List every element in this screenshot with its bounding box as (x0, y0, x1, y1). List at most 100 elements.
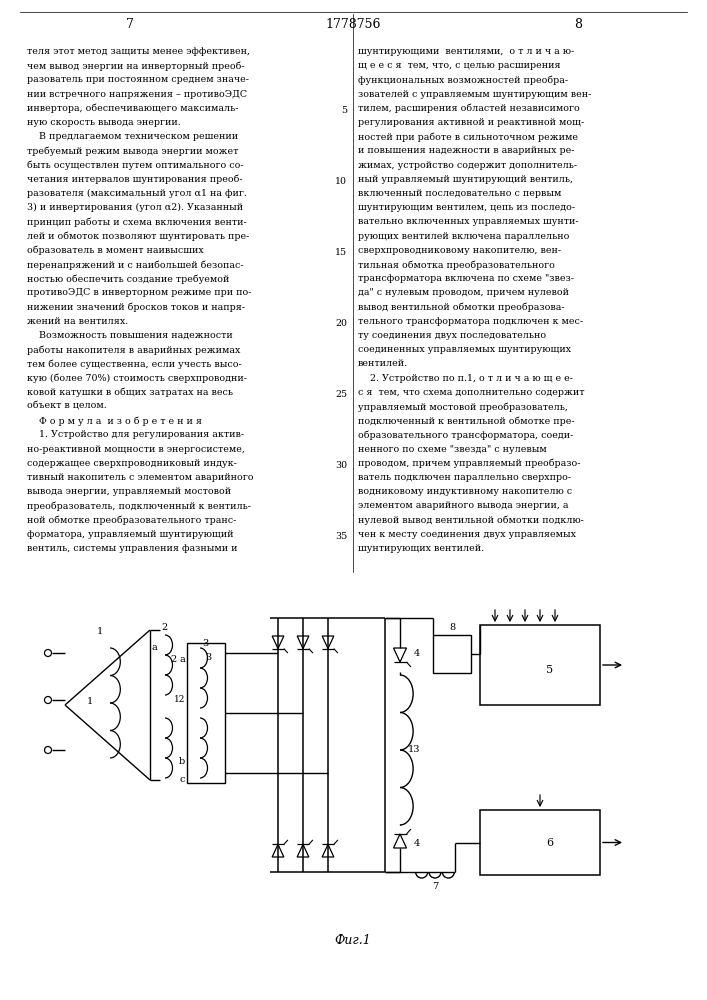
Text: чен к месту соединения двух управляемых: чен к месту соединения двух управляемых (358, 530, 576, 539)
Text: вентиль, системы управления фазными и: вентиль, системы управления фазными и (27, 544, 238, 553)
Text: c: c (180, 776, 185, 784)
Text: жений на вентилях.: жений на вентилях. (27, 317, 128, 326)
Text: разователь при постоянном среднем значе-: разователь при постоянном среднем значе- (27, 75, 249, 84)
Text: 1. Устройство для регулирования актив-: 1. Устройство для регулирования актив- (27, 430, 244, 439)
Text: вательно включенных управляемых шунти-: вательно включенных управляемых шунти- (358, 217, 578, 226)
Text: быть осуществлен путем оптимального со-: быть осуществлен путем оптимального со- (27, 161, 244, 170)
Text: шунтирующих вентилей.: шунтирующих вентилей. (358, 544, 484, 553)
Text: нулевой вывод вентильной обмотки подклю-: нулевой вывод вентильной обмотки подклю- (358, 516, 584, 525)
Text: проводом, причем управляемый преобразо-: проводом, причем управляемый преобразо- (358, 459, 580, 468)
Text: включенный последовательно с первым: включенный последовательно с первым (358, 189, 561, 198)
Text: 13: 13 (408, 746, 421, 754)
Text: 25: 25 (335, 390, 347, 399)
Text: ную скорость вывода энергии.: ную скорость вывода энергии. (27, 118, 181, 127)
Text: 1: 1 (97, 628, 103, 637)
Text: соединенных управляемых шунтирующих: соединенных управляемых шунтирующих (358, 345, 571, 354)
Text: a: a (180, 656, 185, 664)
Text: ностей при работе в сильноточном режиме: ностей при работе в сильноточном режиме (358, 132, 578, 142)
Text: тилем, расширения областей независимого: тилем, расширения областей независимого (358, 104, 580, 113)
Text: но-реактивной мощности в энергосистеме,: но-реактивной мощности в энергосистеме, (27, 445, 245, 454)
Text: содержащее сверхпроводниковый индук-: содержащее сверхпроводниковый индук- (27, 459, 237, 468)
Text: 12: 12 (174, 696, 185, 704)
Text: ненного по схеме "звезда" с нулевым: ненного по схеме "звезда" с нулевым (358, 445, 547, 454)
Text: ковой катушки в общих затратах на весь: ковой катушки в общих затратах на весь (27, 388, 233, 397)
Text: четания интервалов шунтирования преоб-: четания интервалов шунтирования преоб- (27, 175, 243, 184)
Text: теля этот метод защиты менее эффективен,: теля этот метод защиты менее эффективен, (27, 47, 250, 56)
Text: 6: 6 (547, 838, 554, 848)
Text: объект в целом.: объект в целом. (27, 402, 107, 411)
Text: инвертора, обеспечивающего максималь-: инвертора, обеспечивающего максималь- (27, 104, 238, 113)
Text: рующих вентилей включена параллельно: рующих вентилей включена параллельно (358, 232, 569, 241)
Text: тем более существенна, если учесть высо-: тем более существенна, если учесть высо- (27, 359, 242, 369)
Text: В предлагаемом техническом решении: В предлагаемом техническом решении (27, 132, 238, 141)
Text: форматора, управляемый шунтирующий: форматора, управляемый шунтирующий (27, 530, 233, 539)
Text: 20: 20 (335, 319, 347, 328)
Text: 4: 4 (414, 838, 420, 848)
Text: и повышения надежности в аварийных ре-: и повышения надежности в аварийных ре- (358, 146, 575, 155)
Text: 4: 4 (414, 648, 420, 658)
Text: противоЭДС в инверторном режиме при по-: противоЭДС в инверторном режиме при по- (27, 288, 252, 297)
Text: 2. Устройство по п.1, о т л и ч а ю щ е е-: 2. Устройство по п.1, о т л и ч а ю щ е … (358, 374, 573, 383)
Text: 3: 3 (202, 639, 209, 648)
Text: ной обмотке преобразовательного транс-: ной обмотке преобразовательного транс- (27, 516, 236, 525)
Text: вывод вентильной обмотки преобразова-: вывод вентильной обмотки преобразова- (358, 303, 565, 312)
Text: управляемый мостовой преобразователь,: управляемый мостовой преобразователь, (358, 402, 568, 412)
Text: 8: 8 (449, 624, 455, 633)
Text: подключенный к вентильной обмотке пре-: подключенный к вентильной обмотке пре- (358, 416, 575, 426)
Text: 30: 30 (335, 461, 347, 470)
Text: 35: 35 (334, 532, 347, 541)
Text: перенапряжений и с наибольшей безопас-: перенапряжений и с наибольшей безопас- (27, 260, 244, 269)
Bar (480, 810, 600, 875)
Text: шунтирующим вентилем, цепь из последо-: шунтирующим вентилем, цепь из последо- (358, 203, 575, 212)
Text: нии встречного напряжения – противоЭДС: нии встречного напряжения – противоЭДС (27, 90, 247, 99)
Text: щ е е с я  тем, что, с целью расширения: щ е е с я тем, что, с целью расширения (358, 61, 561, 70)
Text: 15: 15 (335, 248, 347, 257)
Text: 3: 3 (205, 654, 211, 662)
Text: разователя (максимальный угол α1 на фиг.: разователя (максимальный угол α1 на фиг. (27, 189, 247, 198)
Text: 5: 5 (547, 665, 554, 675)
Text: лей и обмоток позволяют шунтировать пре-: лей и обмоток позволяют шунтировать пре- (27, 232, 250, 241)
Text: тивный накопитель с элементом аварийного: тивный накопитель с элементом аварийного (27, 473, 254, 482)
Text: образовательного трансформатора, соеди-: образовательного трансформатора, соеди- (358, 430, 573, 440)
Text: кую (более 70%) стоимость сверхпроводни-: кую (более 70%) стоимость сверхпроводни- (27, 374, 247, 383)
Text: жимах, устройство содержит дополнитель-: жимах, устройство содержит дополнитель- (358, 161, 577, 170)
Text: Ф о р м у л а  и з о б р е т е н и я: Ф о р м у л а и з о б р е т е н и я (27, 416, 202, 426)
Text: 2: 2 (162, 624, 168, 633)
Text: водниковому индуктивному накопителю с: водниковому индуктивному накопителю с (358, 487, 572, 496)
Text: 7: 7 (126, 18, 134, 31)
Text: Возможность повышения надежности: Возможность повышения надежности (27, 331, 233, 340)
Text: ватель подключен параллельно сверхпро-: ватель подключен параллельно сверхпро- (358, 473, 571, 482)
Text: 2: 2 (170, 656, 176, 664)
Text: преобразователь, подключенный к вентиль-: преобразователь, подключенный к вентиль- (27, 501, 251, 511)
Text: ностью обеспечить создание требуемой: ностью обеспечить создание требуемой (27, 274, 229, 284)
Text: сверхпроводниковому накопителю, вен-: сверхпроводниковому накопителю, вен- (358, 246, 561, 255)
Text: трансформатора включена по схеме "звез-: трансформатора включена по схеме "звез- (358, 274, 574, 283)
Text: функциональных возможностей преобра-: функциональных возможностей преобра- (358, 75, 568, 85)
Text: 1778756: 1778756 (325, 18, 381, 31)
Text: 7: 7 (432, 882, 438, 891)
Text: регулирования активной и реактивной мощ-: регулирования активной и реактивной мощ- (358, 118, 584, 127)
Bar (433, 635, 471, 673)
Text: с я  тем, что схема дополнительно содержит: с я тем, что схема дополнительно содержи… (358, 388, 585, 397)
Text: 1: 1 (87, 698, 93, 706)
Text: нижении значений бросков токов и напря-: нижении значений бросков токов и напря- (27, 303, 245, 312)
Text: принцип работы и схема включения венти-: принцип работы и схема включения венти- (27, 217, 247, 227)
Text: тильная обмотка преобразовательного: тильная обмотка преобразовательного (358, 260, 555, 269)
Text: 10: 10 (335, 177, 347, 186)
Text: 5: 5 (341, 106, 347, 115)
Text: шунтирующими  вентилями,  о т л и ч а ю-: шунтирующими вентилями, о т л и ч а ю- (358, 47, 574, 56)
Text: вывода энергии, управляемый мостовой: вывода энергии, управляемый мостовой (27, 487, 231, 496)
Text: Фиг.1: Фиг.1 (334, 934, 371, 946)
Text: 3) и инвертирования (угол α2). Указанный: 3) и инвертирования (угол α2). Указанный (27, 203, 243, 212)
Text: b: b (179, 758, 185, 766)
Text: вентилей.: вентилей. (358, 359, 408, 368)
Text: работы накопителя в аварийных режимах: работы накопителя в аварийных режимах (27, 345, 240, 355)
Text: да" с нулевым проводом, причем нулевой: да" с нулевым проводом, причем нулевой (358, 288, 569, 297)
Text: ту соединения двух последовательно: ту соединения двух последовательно (358, 331, 546, 340)
Text: требуемый режим вывода энергии может: требуемый режим вывода энергии может (27, 146, 238, 156)
Text: ный управляемый шунтирующий вентиль,: ный управляемый шунтирующий вентиль, (358, 175, 573, 184)
Text: элементом аварийного вывода энергии, а: элементом аварийного вывода энергии, а (358, 501, 568, 510)
Bar (187, 643, 225, 783)
Text: образователь в момент наивысших: образователь в момент наивысших (27, 246, 204, 255)
Text: тельного трансформатора подключен к мес-: тельного трансформатора подключен к мес- (358, 317, 583, 326)
